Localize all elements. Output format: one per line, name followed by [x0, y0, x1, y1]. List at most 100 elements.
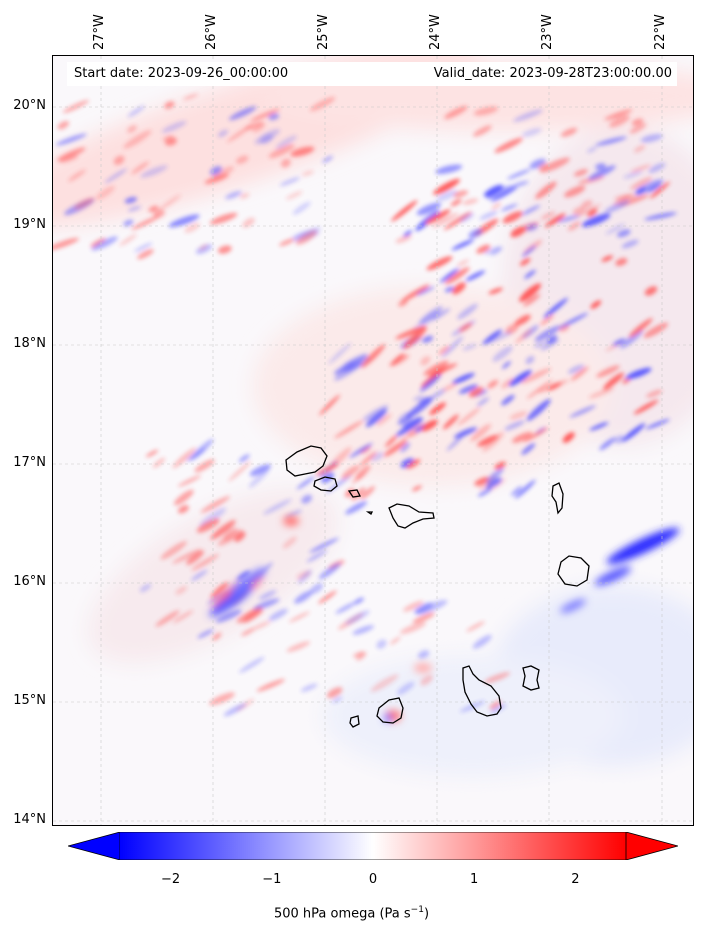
omega-streak: [521, 128, 542, 137]
omega-streak: [433, 178, 460, 195]
omega-streak: [645, 418, 670, 430]
omega-streak: [617, 229, 631, 238]
omega-streak: [628, 318, 653, 338]
omega-streak: [241, 628, 255, 636]
omega-streak: [504, 420, 525, 431]
omega-streak: [160, 541, 188, 560]
omega-streak: [353, 597, 364, 605]
omega-streak: [614, 193, 637, 201]
omega-streak: [588, 387, 615, 399]
omega-streak: [249, 464, 271, 477]
island-raso: [365, 511, 374, 515]
omega-streak: [537, 379, 569, 393]
omega-streak: [484, 672, 511, 684]
omega-streak: [459, 213, 474, 223]
omega-streak: [90, 238, 106, 248]
omega-streak: [164, 101, 175, 109]
omega-streak: [513, 109, 543, 122]
omega-streak: [482, 329, 503, 345]
omega-streak: [646, 389, 663, 398]
omega-streak: [570, 366, 589, 381]
omega-streak: [644, 212, 677, 221]
omega-streak: [441, 336, 464, 358]
omega-streak: [436, 190, 458, 202]
latitude-tick-label: 20°N: [13, 98, 46, 113]
omega-streak: [482, 431, 504, 452]
omega-streak: [473, 106, 499, 116]
omega-streak: [403, 600, 424, 612]
omega-streak: [184, 222, 201, 233]
omega-streak: [398, 299, 408, 307]
omega-streak: [236, 155, 249, 164]
omega-streak: [514, 314, 531, 326]
island-santa-luzia: [347, 489, 361, 498]
colorbar-max-arrow: [625, 832, 678, 860]
omega-streak: [351, 471, 366, 485]
island-fogo: [376, 697, 404, 724]
omega-streak: [236, 570, 251, 581]
omega-streak: [306, 549, 328, 563]
omega-streak: [458, 384, 478, 394]
omega-streak: [640, 133, 663, 143]
valid-date-label: Valid_date: 2023-09-28T23:00:00.00: [433, 66, 672, 81]
omega-streak: [417, 650, 430, 659]
omega-streak: [210, 520, 236, 540]
omega-streak: [127, 125, 137, 133]
longitude-tick-label: 22°W: [653, 14, 668, 50]
omega-streak: [389, 636, 401, 645]
omega-streak: [512, 431, 533, 443]
island-sao-vicente: [313, 476, 338, 492]
omega-streak: [242, 217, 255, 228]
omega-streak: [507, 169, 531, 180]
omega-streak: [239, 193, 250, 199]
omega-streak: [195, 244, 213, 254]
omega-streak: [609, 115, 630, 128]
omega-streak: [525, 356, 535, 365]
omega-streak: [370, 674, 399, 692]
omega-streak: [216, 609, 242, 623]
omega-streak: [491, 202, 502, 210]
omega-streak: [212, 166, 234, 180]
omega-streak: [494, 461, 506, 470]
colorbar-tick-label: −2: [161, 872, 181, 887]
island-boa-vista: [557, 555, 590, 587]
omega-streak: [540, 211, 556, 220]
omega-streak: [395, 234, 412, 244]
omega-streak: [450, 199, 462, 207]
omega-streak: [217, 129, 229, 138]
omega-streak: [515, 328, 533, 344]
omega-streak: [253, 598, 280, 610]
colorbar-body: [120, 832, 626, 860]
omega-streak: [560, 127, 578, 137]
omega-streak: [236, 608, 264, 624]
omega-streak: [172, 549, 202, 564]
omega-streak: [186, 550, 205, 565]
omega-streak: [137, 249, 154, 260]
omega-streak: [458, 322, 473, 332]
omega-streak: [210, 582, 229, 599]
colorbar: [68, 832, 678, 860]
omega-streak: [622, 423, 646, 442]
omega-streak: [590, 300, 602, 309]
omega-streak: [91, 236, 118, 251]
omega-streak: [223, 527, 238, 541]
omega-streak: [356, 651, 367, 661]
omega-streak: [567, 221, 581, 231]
omega-streak: [581, 213, 611, 227]
omega-streak: [326, 687, 343, 699]
omega-streak: [462, 198, 479, 205]
omega-streak: [540, 339, 560, 351]
omega-streak: [416, 202, 442, 216]
colorbar-label-text: 500 hPa omega (Pa s: [273, 906, 411, 922]
omega-streak: [401, 416, 422, 428]
omega-streak: [420, 674, 433, 686]
omega-streak: [301, 494, 313, 504]
omega-streak: [263, 499, 292, 515]
omega-streak: [416, 286, 435, 296]
omega-streak: [360, 486, 375, 500]
omega-streak: [589, 422, 609, 431]
omega-streak: [483, 184, 504, 197]
omega-streak: [400, 458, 414, 468]
omega-streak: [462, 343, 477, 351]
omega-streak: [586, 146, 598, 153]
